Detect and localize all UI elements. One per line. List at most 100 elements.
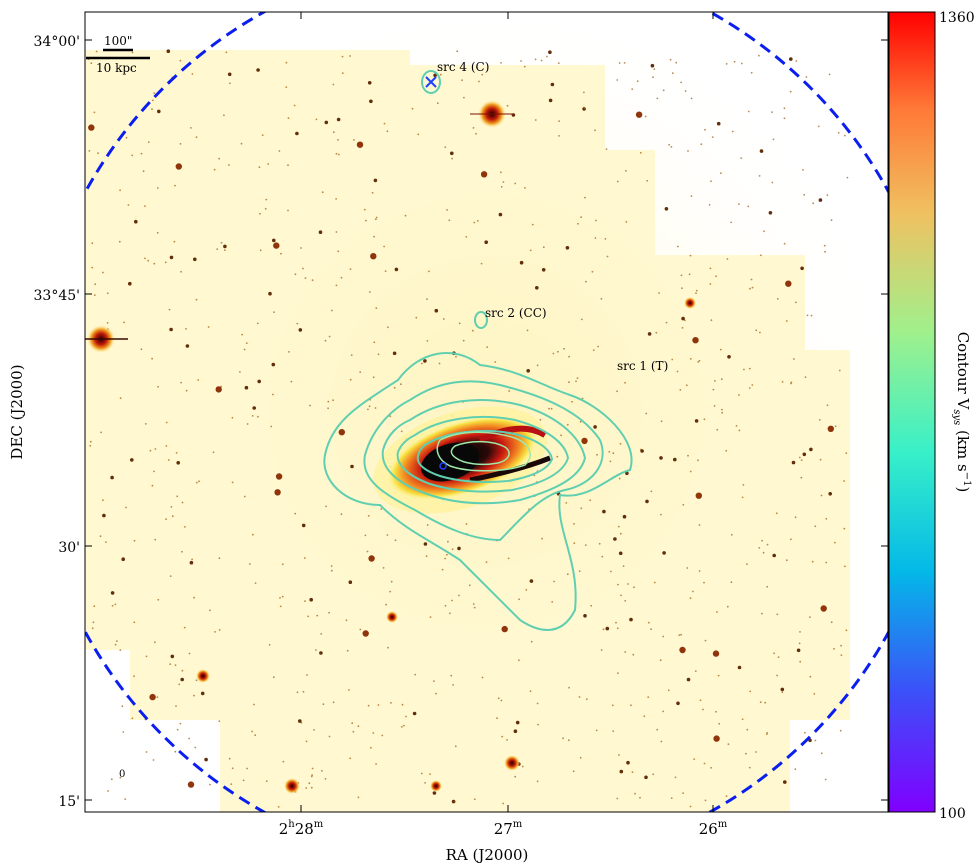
colorbar-label: Contour Vsys (km s−1) <box>951 332 972 493</box>
field-star <box>357 725 360 728</box>
field-star <box>154 538 157 541</box>
field-star <box>478 80 480 83</box>
field-star <box>650 490 653 493</box>
field-star <box>650 628 652 631</box>
field-star <box>223 114 225 117</box>
field-star <box>709 283 712 285</box>
field-star <box>558 135 560 137</box>
field-star <box>303 557 306 559</box>
field-star <box>295 131 299 136</box>
field-star <box>209 783 211 786</box>
field-star <box>472 127 475 129</box>
field-star <box>656 728 659 731</box>
field-star <box>618 62 621 64</box>
field-star <box>800 266 804 271</box>
scalebar-kpc: 10 kpc <box>96 61 137 75</box>
field-star <box>639 796 641 799</box>
field-star <box>843 527 846 530</box>
field-star <box>697 459 699 462</box>
field-star <box>690 195 693 198</box>
field-star <box>765 733 768 735</box>
field-star <box>710 180 712 183</box>
field-star <box>337 153 340 156</box>
field-star <box>215 386 222 393</box>
field-star <box>165 421 168 424</box>
source-4-marker <box>425 76 437 88</box>
field-star <box>602 628 605 631</box>
field-star <box>156 696 159 698</box>
field-star <box>746 728 749 731</box>
field-star <box>679 389 682 391</box>
field-star <box>826 194 829 197</box>
field-star <box>605 148 608 151</box>
field-star <box>305 787 308 789</box>
field-star <box>583 614 587 618</box>
field-star <box>373 235 375 238</box>
corner-mark: 0 <box>119 769 125 780</box>
field-star <box>785 280 792 287</box>
field-star <box>803 193 806 196</box>
field-star <box>400 383 402 386</box>
field-star <box>795 301 797 304</box>
field-star <box>337 139 339 141</box>
field-star <box>335 198 337 200</box>
field-star <box>114 603 117 606</box>
field-star <box>526 329 529 332</box>
field-star <box>296 691 299 694</box>
field-star <box>806 314 809 317</box>
field-star <box>433 73 437 78</box>
field-star <box>502 181 505 183</box>
field-star <box>274 489 281 496</box>
field-star <box>751 286 754 289</box>
field-star <box>240 142 243 145</box>
field-star <box>646 179 649 182</box>
field-star <box>188 737 191 740</box>
field-star <box>590 604 593 607</box>
colorbar-max: 1360 <box>939 10 975 26</box>
field-star <box>105 541 107 543</box>
field-star <box>758 54 760 57</box>
field-star <box>828 492 832 496</box>
field-star <box>315 649 317 651</box>
field-star <box>287 209 289 212</box>
field-star <box>367 81 372 85</box>
dec-tick-3: 15' <box>58 794 80 810</box>
field-star <box>95 50 98 53</box>
field-star <box>625 221 628 223</box>
field-star <box>194 746 197 749</box>
field-star <box>127 204 130 206</box>
field-star <box>652 76 654 79</box>
field-star <box>181 550 183 553</box>
field-star <box>400 430 403 433</box>
field-star <box>530 640 533 643</box>
field-star <box>458 322 461 325</box>
field-star <box>658 292 660 294</box>
ticks <box>85 12 888 812</box>
scalebar-arcsec: 100" <box>104 34 132 48</box>
field-star <box>681 316 685 321</box>
field-star <box>743 368 745 371</box>
field-star <box>550 407 553 410</box>
field-star <box>720 172 722 175</box>
field-star <box>352 730 355 733</box>
field-star <box>244 385 249 390</box>
field-star <box>193 257 197 262</box>
field-star <box>540 59 543 62</box>
field-star <box>281 595 284 598</box>
field-star <box>381 734 384 737</box>
field-star <box>318 230 323 234</box>
sky-image <box>85 12 888 812</box>
field-star <box>694 419 699 423</box>
field-star <box>110 778 113 781</box>
field-star <box>149 693 156 701</box>
field-star <box>624 651 627 653</box>
field-star <box>426 340 429 342</box>
field-star <box>664 207 669 211</box>
field-star <box>256 322 259 325</box>
field-star <box>254 582 257 584</box>
field-star <box>322 703 325 706</box>
field-star <box>616 390 618 393</box>
field-star <box>170 654 175 659</box>
field-star <box>254 734 257 737</box>
field-star <box>783 117 786 120</box>
